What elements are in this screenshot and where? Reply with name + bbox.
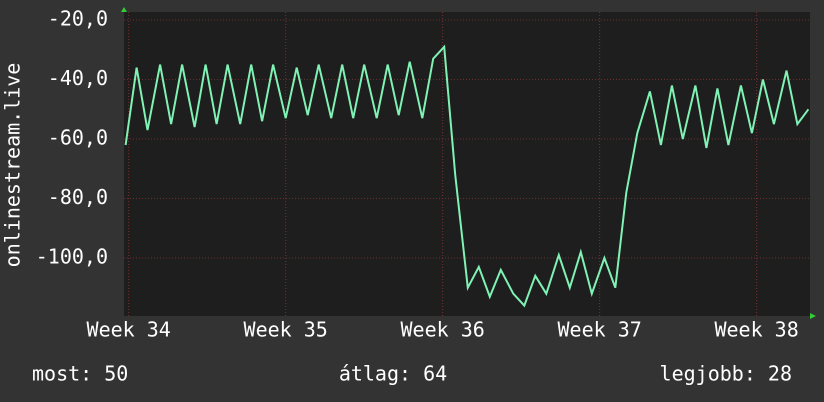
- stat-max: legjobb: 28: [660, 362, 792, 386]
- x-tick-label: Week 38: [714, 318, 798, 342]
- y-axis-arrow: [121, 7, 127, 12]
- plot-area: [124, 12, 810, 316]
- x-axis-arrow: [810, 313, 816, 319]
- y-tick-label: -100,0: [36, 244, 108, 268]
- y-axis-label: onlinestream.live: [1, 63, 25, 268]
- stat-average: átlag: 64: [339, 362, 447, 386]
- stat-current: most: 50: [32, 362, 128, 386]
- x-tick-label: Week 36: [401, 318, 485, 342]
- data-line: [124, 44, 810, 308]
- y-tick-label: -80,0: [48, 185, 108, 209]
- y-tick-label: -60,0: [48, 126, 108, 150]
- x-tick-label: Week 37: [557, 318, 641, 342]
- x-tick-label: Week 34: [87, 318, 171, 342]
- y-tick-label: -40,0: [48, 66, 108, 90]
- x-tick-label: Week 35: [244, 318, 328, 342]
- y-tick-label: -20,0: [48, 7, 108, 31]
